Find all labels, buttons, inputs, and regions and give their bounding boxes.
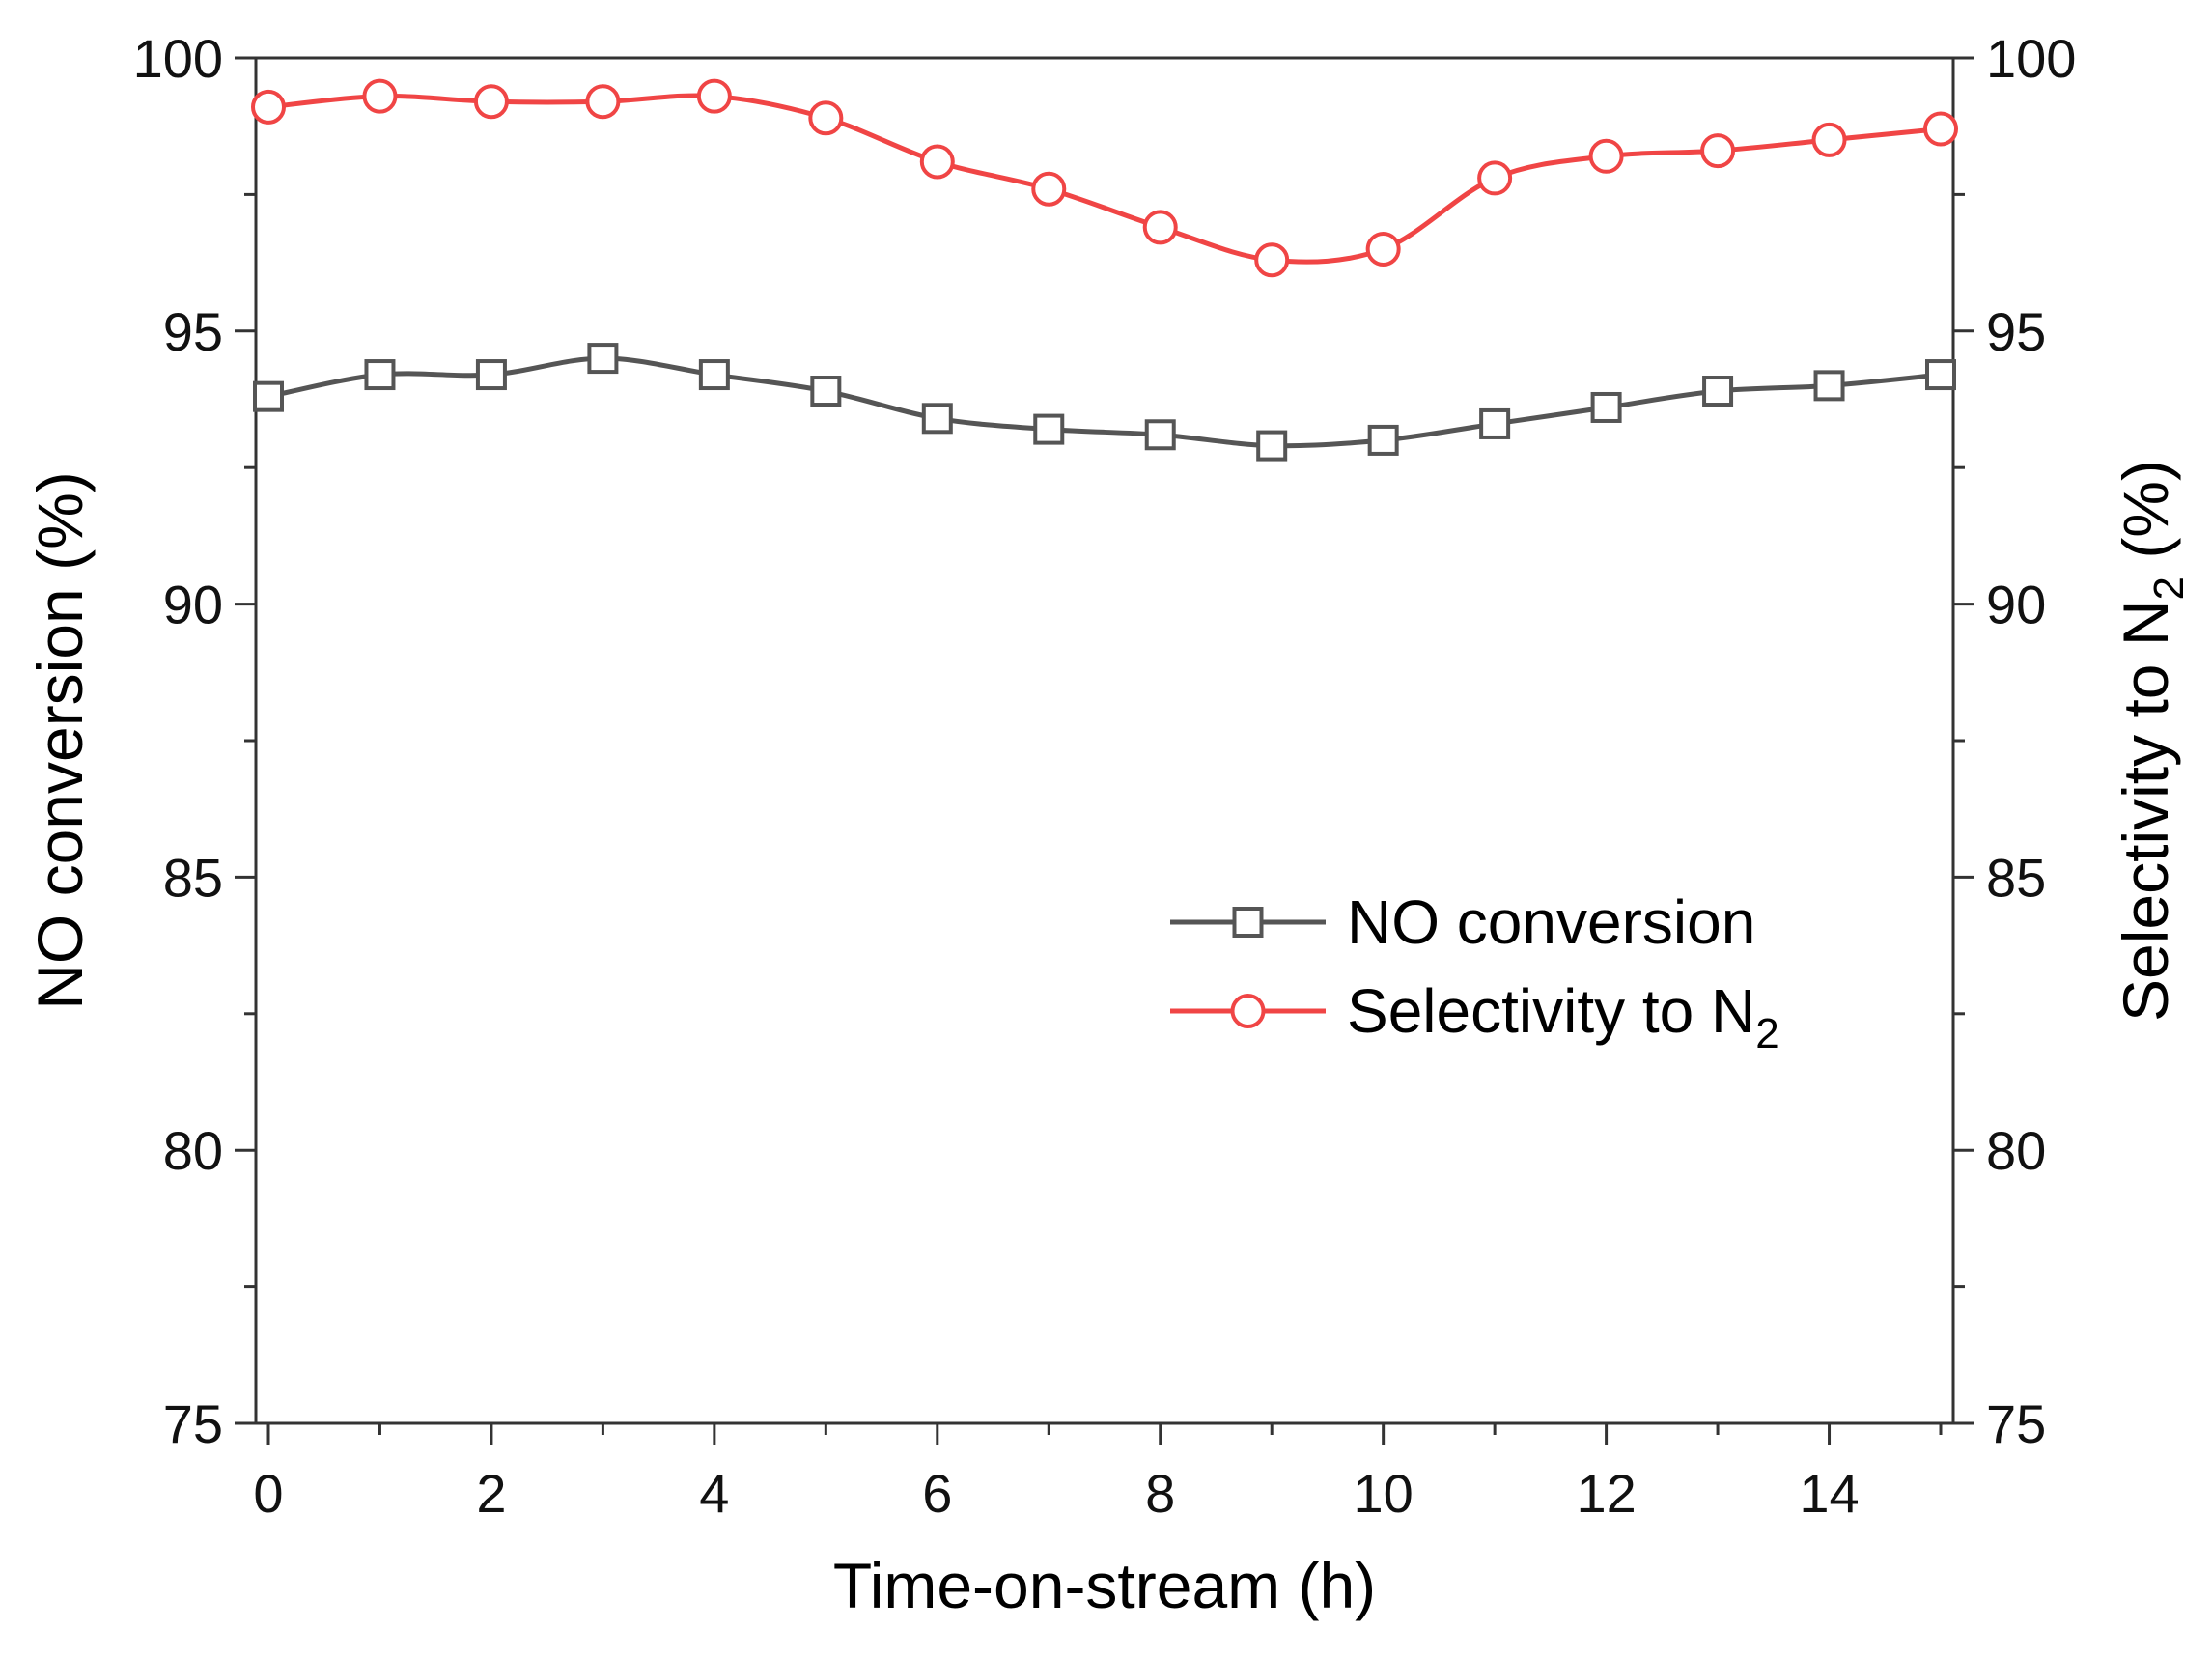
x-tick-label: 0	[253, 1463, 283, 1524]
data-point-no-conversion	[1144, 419, 1176, 451]
data-point-selectivity	[1142, 210, 1178, 245]
data-point-no-conversion	[1590, 391, 1622, 423]
x-tick-label: 4	[699, 1463, 729, 1524]
legend-marker-selectivity	[1230, 994, 1266, 1028]
data-point-selectivity	[696, 78, 732, 114]
legend-marker-no-conversion	[1232, 907, 1264, 938]
x-axis-title: Time-on-stream (h)	[833, 1550, 1376, 1621]
data-point-selectivity	[251, 89, 286, 125]
y-right-title-suffix: (%)	[2110, 460, 2181, 576]
data-point-selectivity	[1588, 138, 1624, 174]
y-right-tick-label: 85	[1986, 847, 2046, 908]
data-point-no-conversion	[1479, 407, 1511, 439]
y-right-tick-label: 100	[1986, 28, 2076, 89]
data-point-selectivity	[1477, 160, 1513, 196]
legend-label-selectivity: Selectivity to N2	[1347, 976, 1779, 1057]
y-right-tick-label: 75	[1986, 1393, 2046, 1454]
data-point-selectivity	[1811, 122, 1847, 157]
y-left-tick-label: 75	[163, 1393, 223, 1454]
data-point-selectivity	[1031, 171, 1067, 207]
data-point-no-conversion	[1702, 376, 1734, 407]
data-point-no-conversion	[364, 359, 396, 391]
y-left-tick-label: 95	[163, 301, 223, 362]
data-point-no-conversion	[475, 359, 507, 391]
y-left-tick-label: 85	[163, 847, 223, 908]
legend-label-base: Selectivity to N	[1347, 976, 1755, 1046]
x-tick-label: 12	[1576, 1463, 1636, 1524]
series-line-selectivity	[267, 93, 1942, 265]
x-tick-label: 6	[922, 1463, 952, 1524]
y-right-tick-label: 80	[1986, 1120, 2046, 1181]
data-point-no-conversion	[253, 380, 284, 412]
y-left-tick-label: 100	[133, 28, 223, 89]
y-right-axis-title: Selectivity to N2 (%)	[2110, 460, 2193, 1022]
x-tick-label: 8	[1145, 1463, 1175, 1524]
legend-label-base: NO conversion	[1347, 887, 1755, 957]
legend-label-no-conversion: NO conversion	[1347, 887, 1755, 957]
y-left-tick-label: 80	[163, 1120, 223, 1181]
data-point-selectivity	[473, 84, 509, 120]
legend: NO conversion Selectivity to N2	[1170, 887, 1779, 1057]
y-left-tick-label: 90	[163, 575, 223, 635]
y-left-axis-title: NO conversion (%)	[24, 471, 96, 1010]
x-tick-label: 14	[1799, 1463, 1859, 1524]
data-point-selectivity	[1700, 133, 1736, 169]
x-tick-label: 2	[476, 1463, 506, 1524]
y-right-tick-label: 95	[1986, 301, 2046, 362]
data-point-selectivity	[1923, 111, 1958, 147]
data-point-no-conversion	[810, 376, 842, 407]
data-point-selectivity	[919, 144, 955, 180]
data-point-selectivity	[1254, 242, 1290, 278]
x-tick-label: 10	[1354, 1463, 1414, 1524]
axes	[235, 56, 1974, 1445]
data-point-no-conversion	[1256, 430, 1288, 462]
data-point-no-conversion	[921, 403, 953, 435]
data-point-no-conversion	[1367, 424, 1399, 456]
data-point-selectivity	[1365, 231, 1401, 267]
y-right-title-base: Selectivity to N	[2110, 600, 2181, 1021]
data-point-selectivity	[585, 84, 621, 120]
y-right-tick-label: 90	[1986, 575, 2046, 635]
data-point-no-conversion	[587, 343, 619, 375]
data-point-no-conversion	[1925, 359, 1956, 391]
data-point-selectivity	[808, 100, 844, 136]
data-point-no-conversion	[1813, 370, 1845, 402]
series-layer	[251, 78, 1958, 462]
data-point-no-conversion	[698, 359, 730, 391]
data-point-no-conversion	[1033, 413, 1065, 445]
series-line-no-conversion	[267, 355, 1942, 449]
y-right-title-subscript: 2	[2145, 576, 2193, 600]
data-point-selectivity	[362, 78, 398, 114]
labels-layer: 75 75 80 80 85 85 90 90 95 95 100 100 0 2 4 6 8 10 12 14 Tim…	[24, 28, 2193, 1621]
legend-label-subscript: 2	[1755, 1010, 1778, 1057]
